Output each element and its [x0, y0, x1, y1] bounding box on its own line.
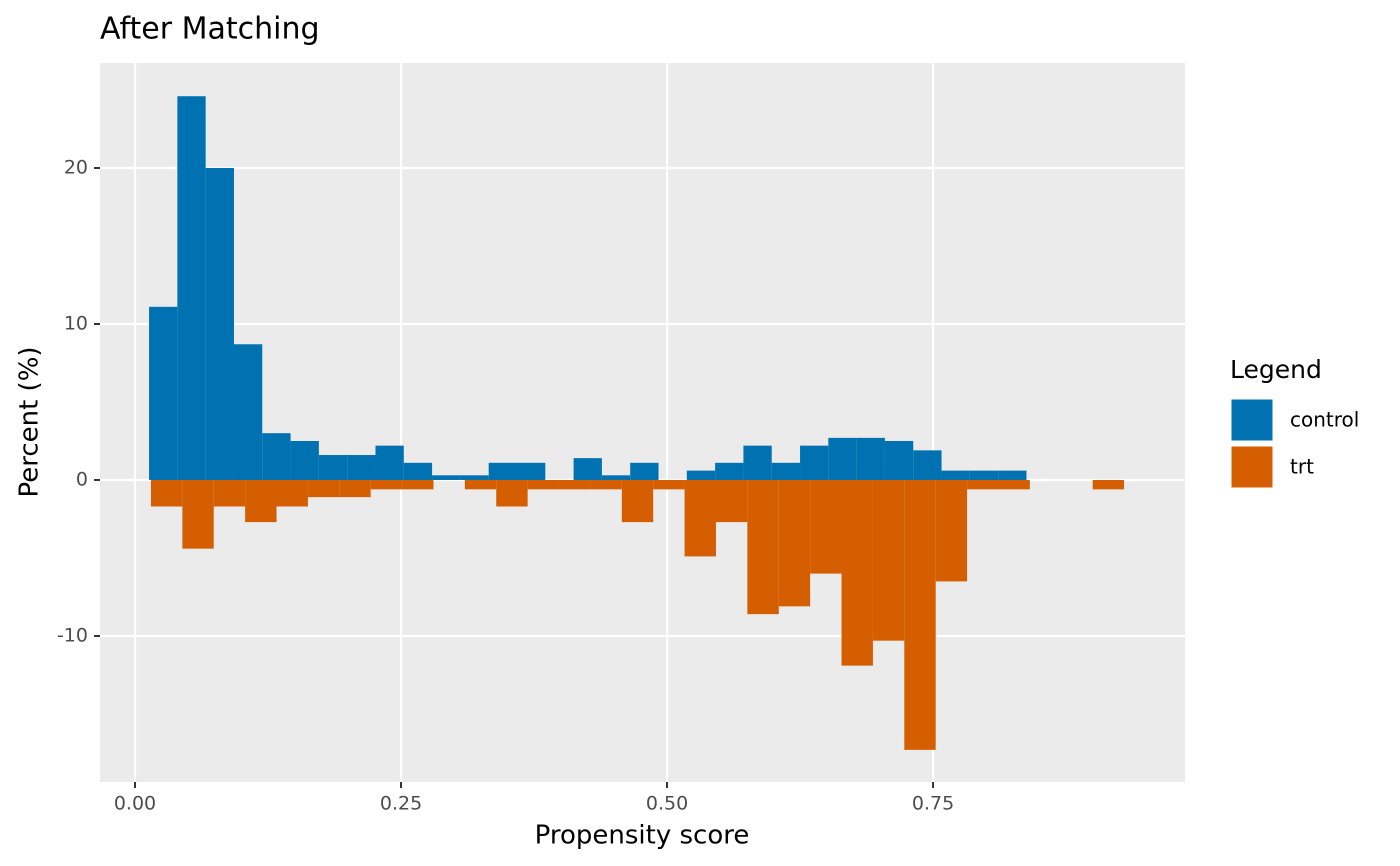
x-tick-label: 0.25	[380, 793, 422, 815]
chart-title: After Matching	[100, 12, 320, 47]
bar	[935, 479, 968, 582]
legend-label: control	[1290, 408, 1359, 432]
bar	[743, 445, 772, 480]
bar	[318, 455, 348, 480]
y-tick-label: -10	[57, 624, 88, 646]
y-tick-label: 0	[76, 468, 88, 490]
panel	[100, 63, 1185, 782]
bar	[233, 344, 263, 480]
bar	[403, 462, 433, 480]
bar	[841, 479, 873, 666]
bar	[998, 479, 1030, 490]
bar	[941, 470, 970, 480]
bar	[601, 475, 631, 480]
bar	[573, 458, 602, 480]
bar	[904, 479, 936, 750]
legend-key	[1230, 398, 1274, 442]
bar	[771, 462, 801, 480]
bar	[464, 479, 497, 490]
bar	[432, 475, 461, 480]
bar	[496, 479, 528, 507]
legend-key	[1230, 445, 1274, 489]
y-tick-label: 10	[64, 312, 88, 334]
y-tick-label: 20	[64, 156, 88, 178]
bar	[872, 479, 905, 641]
bar	[290, 440, 319, 480]
bar	[370, 479, 403, 490]
bar	[913, 450, 942, 480]
bar	[856, 437, 885, 480]
bar	[150, 479, 183, 507]
bar	[621, 479, 654, 523]
bar	[715, 479, 748, 523]
x-tick-label: 0.00	[114, 793, 156, 815]
bar	[715, 462, 744, 480]
bar	[527, 479, 560, 490]
legend-title: Legend	[1230, 355, 1322, 384]
x-axis-title: Propensity score	[535, 821, 750, 851]
x-tick-label: 0.50	[646, 793, 688, 815]
bar	[402, 479, 434, 490]
bar	[686, 470, 716, 480]
bar	[307, 479, 340, 498]
legend-label: trt	[1290, 455, 1314, 479]
y-axis-title: Percent (%)	[15, 346, 45, 497]
bar	[177, 96, 206, 480]
bar	[347, 455, 376, 480]
bar	[747, 479, 779, 615]
bar	[998, 470, 1027, 480]
bar	[516, 462, 546, 480]
bar	[967, 479, 999, 490]
bar	[182, 479, 214, 549]
bar	[488, 462, 517, 480]
bar	[213, 479, 246, 507]
bar	[262, 433, 291, 480]
bar	[339, 479, 371, 498]
bar	[276, 479, 308, 507]
bar	[375, 445, 404, 480]
bar	[205, 167, 234, 480]
bar	[684, 479, 716, 557]
bar	[590, 479, 622, 490]
x-tick-label: 0.75	[912, 793, 954, 815]
bar	[969, 470, 999, 480]
bar	[653, 479, 685, 490]
bar	[245, 479, 277, 523]
bar	[630, 462, 659, 480]
bar	[1092, 479, 1125, 490]
bar	[149, 306, 178, 480]
bar	[828, 437, 857, 480]
bar	[800, 445, 829, 480]
bar	[884, 440, 914, 480]
bar	[778, 479, 811, 607]
bar	[460, 475, 489, 480]
bar	[810, 479, 842, 574]
bar	[559, 479, 591, 490]
